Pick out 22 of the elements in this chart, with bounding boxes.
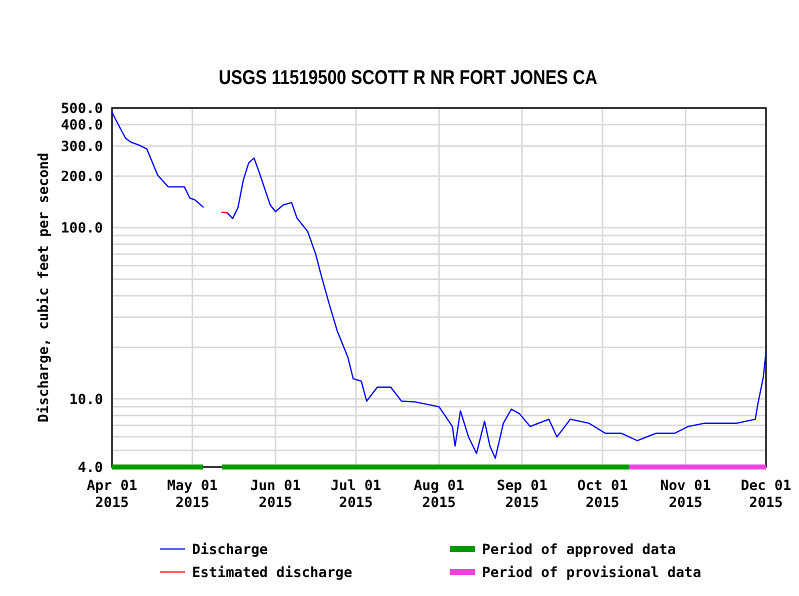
y-tick-label: 4.0 [78, 460, 103, 476]
legend-label: Period of approved data [482, 542, 676, 558]
x-tick-label: Sep 01 2015 [496, 478, 548, 511]
legend-label: Estimated discharge [192, 565, 352, 581]
legend-label: Discharge [192, 542, 268, 558]
x-tick-label: Jun 01 2015 [250, 478, 301, 511]
x-tick-label: Dec 01 2015 [740, 478, 792, 511]
y-axis-title: Discharge, cubic feet per second [36, 152, 52, 422]
x-tick-label: Nov 01 2015 [660, 478, 711, 511]
y-tick-label: 10.0 [69, 392, 103, 408]
y-tick-label: 400.0 [60, 118, 103, 134]
x-tick-label: Aug 01 2015 [414, 478, 464, 511]
y-tick-label: 100.0 [60, 220, 103, 237]
y-tick-label: 500.0 [60, 101, 103, 117]
x-tick-label: Jul 01 2015 [330, 478, 382, 511]
chart-title: USGS 11519500 SCOTT R NR FORT JONES CA [218, 66, 598, 88]
y-tick-label: 200.0 [60, 169, 103, 186]
x-tick-label: May 01 2015 [167, 478, 218, 511]
legend-label: Period of provisional data [482, 565, 702, 581]
x-tick-label: Apr 01 2015 [86, 478, 138, 511]
x-tick-label: Oct 01 2015 [577, 478, 628, 511]
y-tick-label: 300.0 [60, 138, 103, 155]
